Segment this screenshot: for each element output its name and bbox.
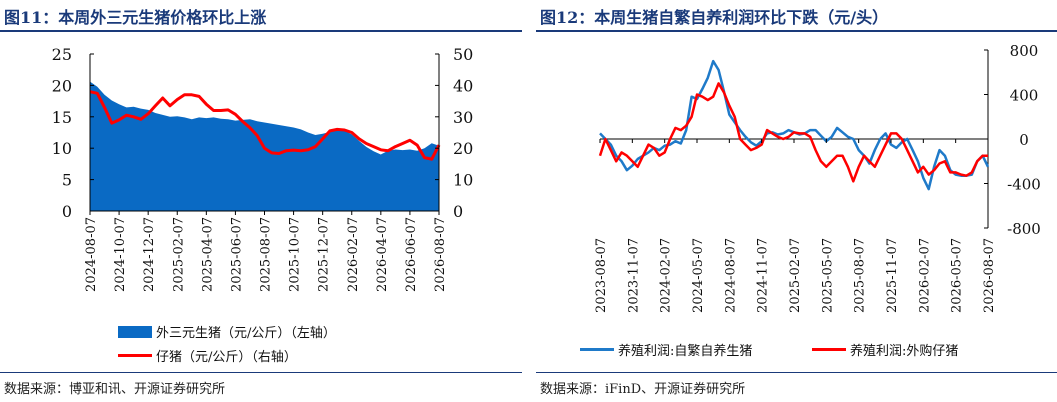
y-tick-label-left: 5 xyxy=(62,171,72,190)
x-tick-label: 2024-02-07 xyxy=(659,238,674,313)
x-tick-label: 2026-04-07 xyxy=(375,217,390,292)
title-rule xyxy=(0,30,522,32)
x-tick-label: 2025-08-07 xyxy=(259,217,274,292)
x-tick-label: 2025-12-07 xyxy=(317,217,332,292)
source-note: 数据来源：iFinD、开源证券研究所 xyxy=(540,382,746,397)
y-tick-label-left: 15 xyxy=(52,108,72,127)
x-tick-label: 2025-05-07 xyxy=(820,238,835,313)
y-tick-label-right: 10 xyxy=(453,171,473,190)
y-tick-label: -800 xyxy=(1007,220,1041,238)
x-tick-label: 2023-08-07 xyxy=(594,238,609,313)
legend-swatch-line xyxy=(118,354,152,357)
y-tick-label-right: 20 xyxy=(453,139,473,158)
x-tick-label: 2024-11-07 xyxy=(756,238,771,313)
y-tick-label-right: 40 xyxy=(453,76,473,95)
chart-title: 图12：本周生猪自繁自养利润环比下跌（元/头） xyxy=(540,8,889,27)
x-tick-label: 2026-02-07 xyxy=(346,217,361,292)
x-tick-label: 2026-06-07 xyxy=(404,217,419,292)
profit-chart: 800 400 0 -400 -800 2023-08-07 2023-11-07 2024-… xyxy=(594,42,1041,313)
x-tick-label: 2025-02-07 xyxy=(171,217,186,292)
x-tick-label: 2024-08-07 xyxy=(723,238,738,313)
x-tick-label: 2026-08-07 xyxy=(433,217,448,292)
x-tick-label: 2026-05-07 xyxy=(950,238,965,313)
chart-title: 图11：本周外三元生猪价格环比上涨 xyxy=(4,8,267,27)
legend-swatch-area xyxy=(118,325,152,338)
y-tick-label-left: 10 xyxy=(52,139,72,158)
legend-label: 养殖利润:自繁自养生猪 xyxy=(618,344,753,359)
legend-item-self: 养殖利润:自繁自养生猪 xyxy=(580,340,752,359)
source-note: 数据来源：博亚和讯、开源证券研究所 xyxy=(4,382,226,397)
x-tick-label: 2024-08-07 xyxy=(84,217,99,292)
y-tick-label-right: 30 xyxy=(453,108,473,127)
source-rule xyxy=(536,372,1057,373)
y-tick-label-right: 50 xyxy=(453,45,473,64)
x-tick-label: 2025-06-07 xyxy=(229,217,244,292)
legend-label: 仔猪（元/公斤）（右轴） xyxy=(156,350,297,365)
legend-label: 外三元生猪（元/公斤）（左轴） xyxy=(156,326,336,341)
y-tick-label-left: 20 xyxy=(52,76,72,95)
x-tick-label: 2025-04-07 xyxy=(200,217,215,292)
series-line-piglet xyxy=(89,90,441,161)
panel-profit: 图12：本周生猪自繁自养利润环比下跌（元/头） 800 400 0 -400 -800 2… xyxy=(536,0,1057,402)
source-rule xyxy=(0,372,522,373)
x-tick-label: 2026-02-07 xyxy=(917,238,932,313)
hog-price-chart: 0 5 10 15 20 25 0 10 20 30 40 50 2024-08-07 2024-10-0… xyxy=(52,45,474,292)
x-tick-label: 2026-08-07 xyxy=(982,238,997,313)
y-tick-label: 400 xyxy=(1010,87,1039,105)
y-tick-label: -400 xyxy=(1007,176,1041,194)
y-tick-label-left: 25 xyxy=(52,45,72,64)
x-tick-label: 2024-10-07 xyxy=(113,217,128,292)
x-tick-label: 2025-11-07 xyxy=(885,238,900,313)
x-tick-label: 2025-08-07 xyxy=(853,238,868,313)
x-tick-label: 2025-02-07 xyxy=(788,238,803,313)
legend-label: 养殖利润:外购仔猪 xyxy=(850,344,959,359)
legend-swatch-self xyxy=(580,348,614,351)
series-line-self-bred xyxy=(599,59,990,191)
x-tick-label: 2024-05-07 xyxy=(691,238,706,313)
legend-item-line: 仔猪（元/公斤）（右轴） xyxy=(118,346,297,365)
series-line-bought-piglet xyxy=(598,82,988,183)
panel-hog-price: 图11：本周外三元生猪价格环比上涨 0 5 10 15 20 25 0 10 20 30 40 50 2… xyxy=(0,0,522,402)
legend-item-bought: 养殖利润:外购仔猪 xyxy=(812,340,958,359)
legend-swatch-bought xyxy=(812,348,846,351)
title-rule xyxy=(536,30,1057,32)
y-tick-label: 0 xyxy=(1019,131,1029,149)
legend-item-area: 外三元生猪（元/公斤）（左轴） xyxy=(118,322,336,341)
y-tick-label: 800 xyxy=(1010,42,1039,60)
x-tick-label: 2024-12-07 xyxy=(142,217,157,292)
y-tick-label-right: 0 xyxy=(453,202,463,221)
y-tick-label-left: 0 xyxy=(62,202,72,221)
x-tick-label: 2023-11-07 xyxy=(626,238,641,313)
x-tick-label: 2025-10-07 xyxy=(288,217,303,292)
